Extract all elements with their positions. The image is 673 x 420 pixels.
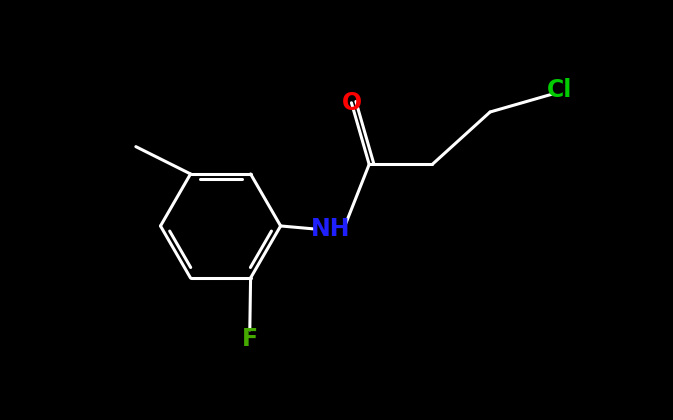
Text: F: F bbox=[242, 327, 258, 351]
Text: Cl: Cl bbox=[546, 79, 572, 102]
Text: O: O bbox=[341, 91, 361, 115]
Text: NH: NH bbox=[311, 217, 351, 241]
